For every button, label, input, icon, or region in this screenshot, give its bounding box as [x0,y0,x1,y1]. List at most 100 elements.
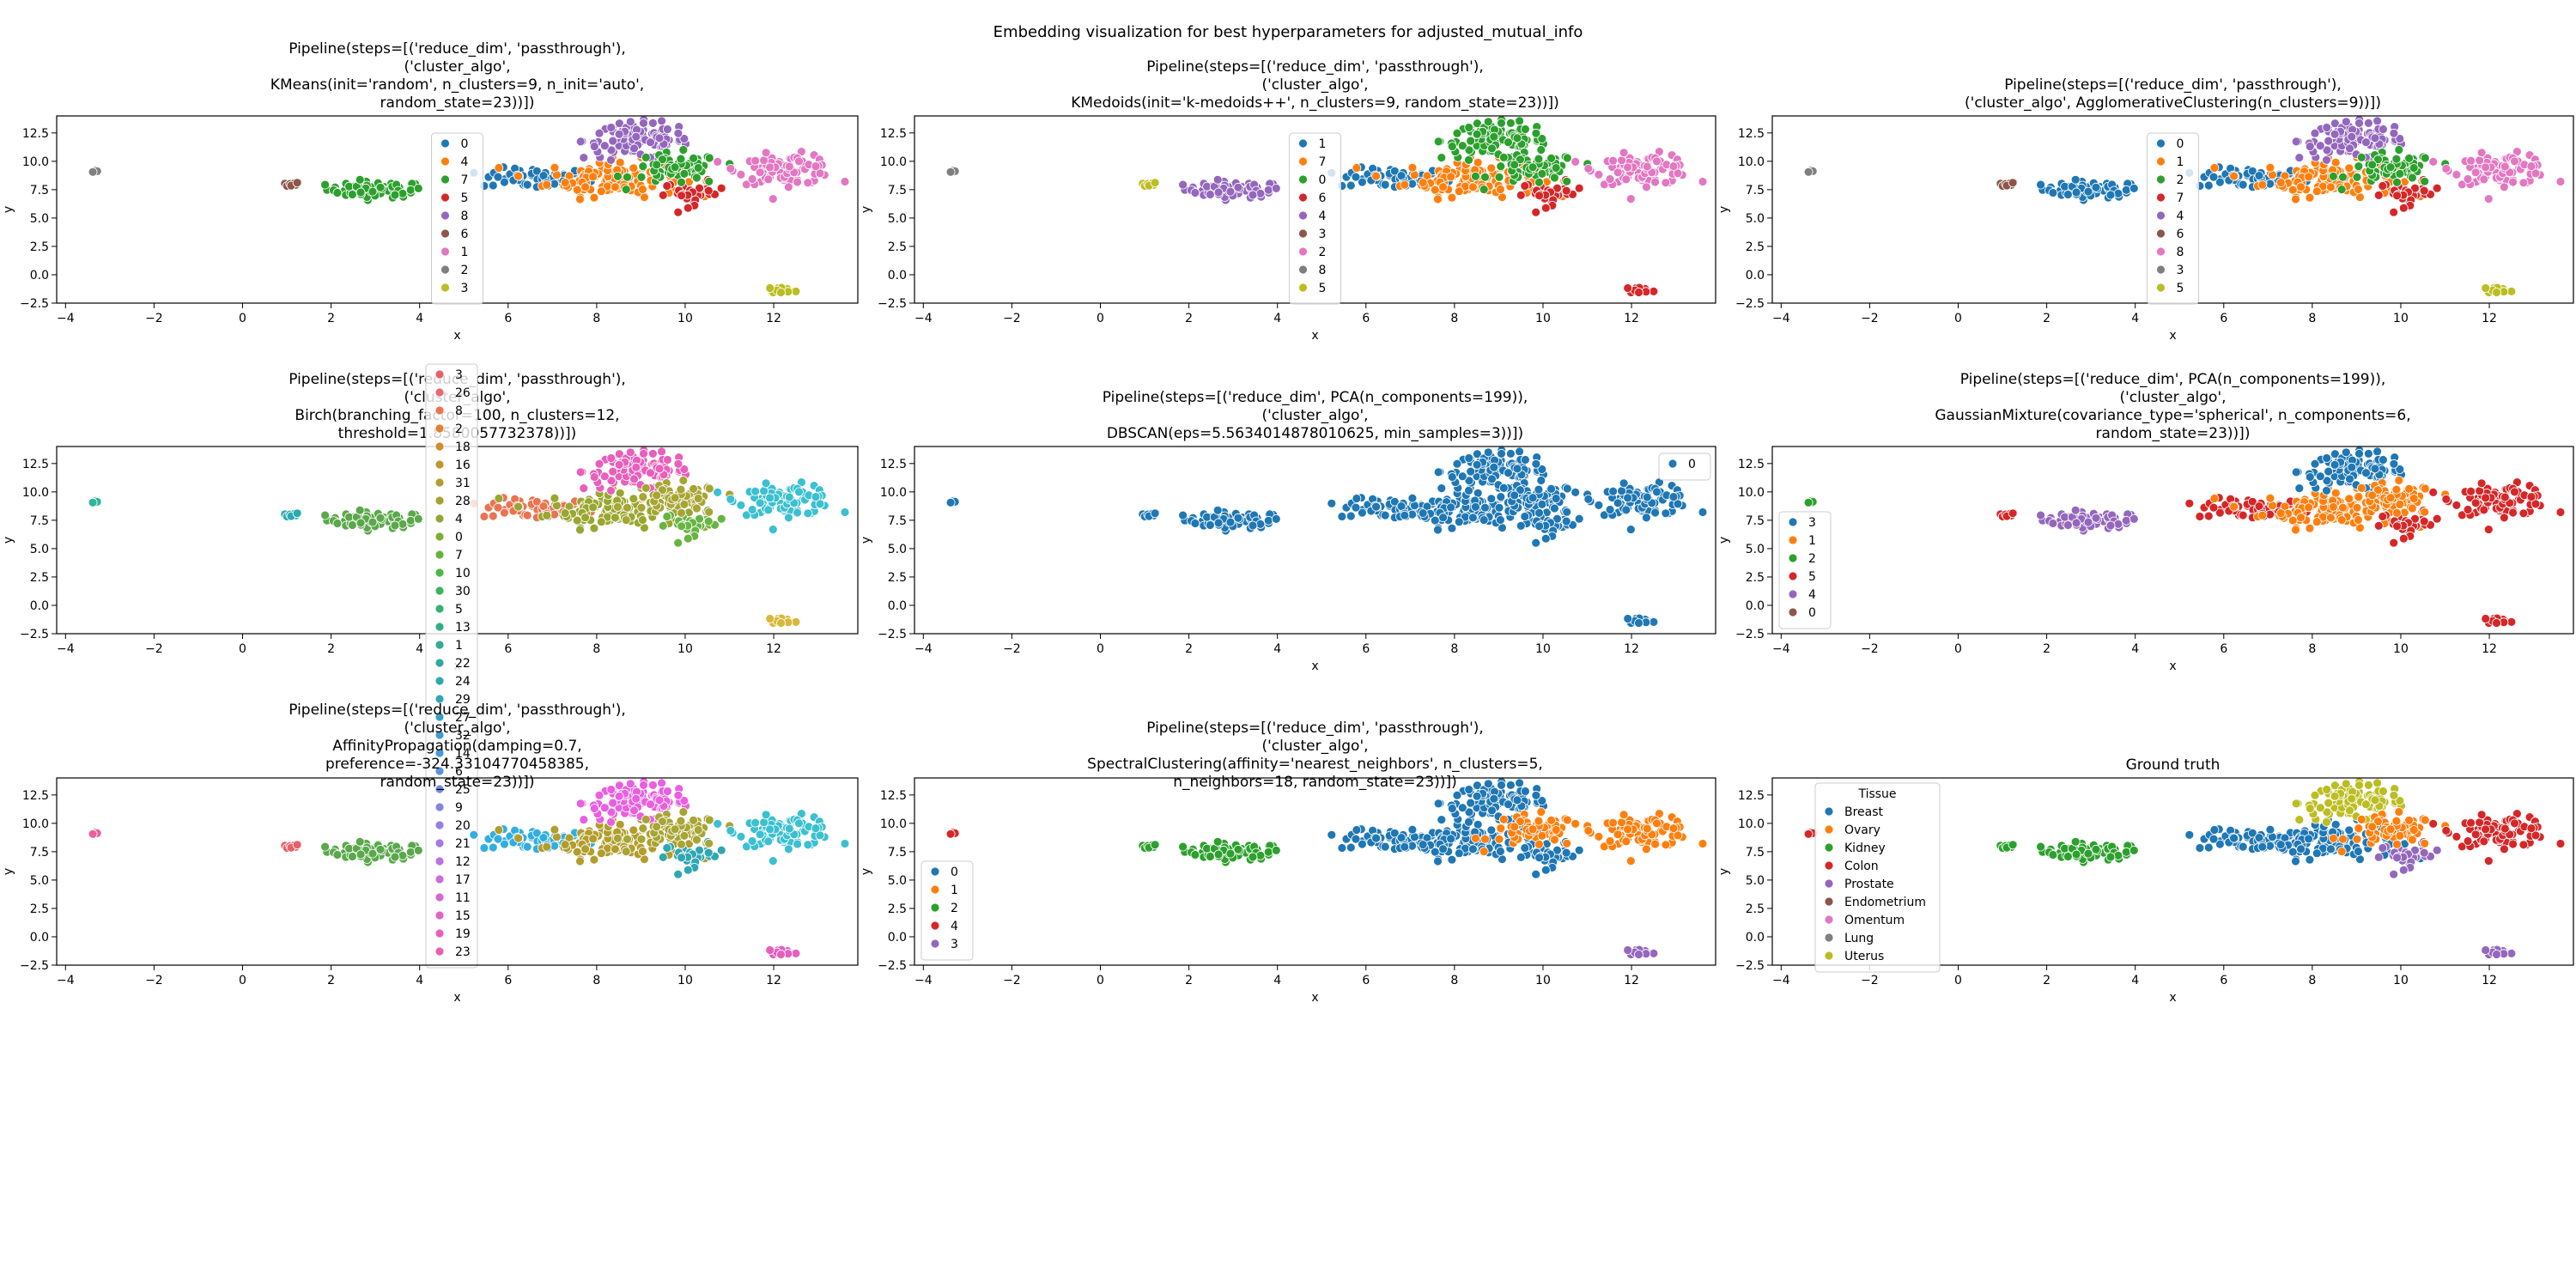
y-tick-label: 7.5 [1746,184,1765,197]
scatter-point [2492,288,2501,297]
scatter-point [1613,498,1623,508]
scatter-point [1471,502,1480,512]
scatter-point [704,153,714,163]
scatter-point [2506,286,2517,296]
scatter-point [1178,179,1188,190]
scatter-point [1371,171,1381,181]
scatter-point [683,203,693,213]
scatter-point [2361,468,2371,478]
scatter-point [1623,493,1632,503]
scatter-point [794,156,804,167]
scatter-points [945,446,1708,628]
y-tick-label: −2.5 [20,297,49,311]
scatter-point [2395,500,2405,509]
scatter-point [1496,492,1506,501]
scatter-point [606,785,617,794]
scatter-point [355,849,366,860]
scatter-point [2048,188,2058,197]
scatter-point [1537,500,1547,509]
scatter-point [1551,825,1561,835]
scatter-point [652,490,662,501]
scatter-point [2105,190,2116,200]
scatter-point [1468,513,1478,523]
scatter-point [2238,179,2248,190]
scatter-point [689,816,698,825]
legend-marker [1298,156,1308,167]
legend-label: 13 [455,621,471,635]
scatter-point [1352,163,1362,173]
scatter-point [575,137,586,147]
legend-marker [434,946,445,957]
scatter-point [1650,177,1660,187]
x-tick-label: −2 [145,974,163,987]
scatter-point [1418,840,1428,849]
y-axis-label: y [860,868,873,875]
scatter-point [1454,848,1464,859]
scatter-point [599,803,610,813]
scatter-point [648,118,658,128]
scatter-point [1540,533,1551,544]
y-tick-label: 10.0 [22,486,49,500]
scatter-panel-3: Pipeline(steps=[('reduce_dim', 'passthro… [1717,76,2574,343]
scatter-point [1464,145,1474,155]
legend-marker [434,495,445,506]
x-tick-label: 0 [1954,312,1962,325]
panel-title-line: Pipeline(steps=[('reduce_dim', 'passthro… [1146,720,1484,737]
scatter-point [1468,182,1478,192]
scatter-points [88,114,850,297]
legend-label: 8 [455,404,463,418]
scatter-point [641,815,651,824]
scatter-point [2312,186,2322,197]
legend-marker [434,513,445,524]
x-tick-label: 10 [1535,312,1551,325]
scatter-point [1494,834,1504,844]
x-tick-label: 0 [239,642,246,656]
x-tick-label: −4 [57,312,75,325]
scatter-point [703,848,714,858]
scatter-point [2345,143,2354,154]
scatter-point [606,123,617,132]
scatter-point [704,815,714,825]
scatter-point [1327,829,1337,840]
scatter-point [390,190,400,200]
legend-label: 4 [1808,588,1816,602]
scatter-point [658,521,668,531]
x-tick-label: −2 [1003,642,1021,656]
scatter-point [494,494,504,503]
scatter-point [1528,824,1538,835]
scatter-point [679,500,690,509]
scatter-point [776,950,786,959]
x-tick-label: −2 [1861,312,1879,325]
x-tick-label: 2 [2043,642,2050,656]
legend-label: 12 [455,855,471,869]
scatter-point [1668,161,1679,172]
scatter-point [1473,118,1482,129]
scatter-point [1803,829,1814,839]
scatter-point [663,787,672,796]
scatter-point [776,288,786,297]
scatter-point [2389,207,2399,217]
scatter-point [355,518,366,528]
y-tick-label: −2.5 [20,959,49,973]
scatter-point [1248,852,1258,862]
legend-marker [434,550,445,560]
scatter-point [945,829,956,839]
x-tick-label: 0 [1097,974,1104,987]
scatter-point [1551,494,1561,503]
scatter-point [1510,490,1520,501]
scatter-point [2441,163,2451,173]
scatter-point [713,819,723,829]
scatter-point [2508,177,2518,187]
scatter-point [652,160,662,170]
legend-marker [434,820,445,830]
x-tick-label: 0 [1097,312,1104,325]
scatter-point [375,182,386,192]
x-axis-label: x [1311,659,1318,673]
scatter-point [704,483,714,494]
scatter-point [629,494,639,504]
scatter-point [1574,183,1584,193]
legend-marker [1298,246,1308,257]
scatter-point [1531,790,1541,800]
legend-marker [434,856,445,866]
